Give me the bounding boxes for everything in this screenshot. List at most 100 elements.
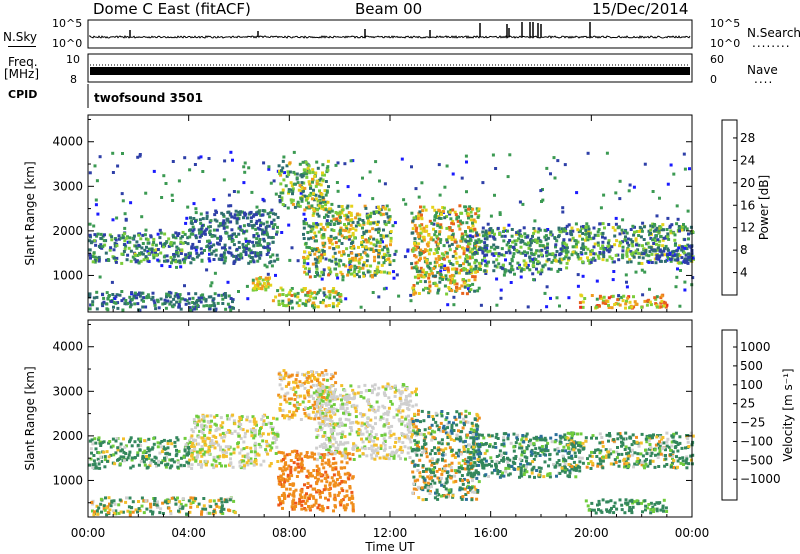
power-cell xyxy=(98,275,102,279)
power-cell xyxy=(326,214,330,218)
power-cell xyxy=(592,226,596,230)
power-cell xyxy=(397,294,401,298)
vel-cell xyxy=(382,448,386,452)
power-cell xyxy=(464,233,468,237)
vel-cell xyxy=(200,425,204,429)
power-cell xyxy=(595,297,599,301)
vel-cell xyxy=(310,379,314,383)
vel-cell xyxy=(352,458,356,461)
power-cell xyxy=(438,232,441,236)
power-cell xyxy=(625,253,629,256)
power-cell xyxy=(340,205,344,208)
vel-cell xyxy=(315,428,319,432)
power-cell xyxy=(478,264,482,268)
vel-cell xyxy=(334,388,337,392)
vel-cell xyxy=(254,462,258,466)
power-cell xyxy=(303,217,307,221)
vel-cell xyxy=(173,444,177,448)
power-cell xyxy=(377,249,381,253)
power-cell xyxy=(528,256,532,260)
power-cell xyxy=(604,299,608,303)
power-cell xyxy=(199,227,203,231)
vel-cell xyxy=(213,415,217,419)
power-cell xyxy=(321,243,325,247)
power-cell xyxy=(112,305,115,309)
vel-cell xyxy=(175,436,179,440)
vel-cell xyxy=(373,443,377,447)
power-cell xyxy=(422,288,425,292)
vel-cell xyxy=(331,407,335,410)
power-cell xyxy=(344,229,348,233)
power-cell xyxy=(291,189,295,193)
vel-cell xyxy=(261,423,265,427)
power-cell xyxy=(574,222,578,226)
vel-cell xyxy=(347,413,351,417)
vel-cell xyxy=(149,461,153,465)
power-cell xyxy=(358,267,362,270)
vel-cell xyxy=(124,500,128,504)
power-cell xyxy=(307,237,311,241)
power-cell xyxy=(442,253,446,257)
vel-cell xyxy=(182,464,186,468)
power-cell xyxy=(423,273,427,277)
vel-cell xyxy=(321,509,325,513)
vel-cell xyxy=(326,506,330,510)
vel-cell xyxy=(152,436,156,440)
vel-cell xyxy=(114,439,118,443)
power-cell xyxy=(97,255,101,259)
power-cell xyxy=(341,228,345,232)
vel-cell xyxy=(355,404,359,408)
power-cell xyxy=(91,303,95,307)
power-cell xyxy=(443,267,447,270)
power-cell xyxy=(662,249,666,253)
vel-cell xyxy=(303,373,306,377)
vel-cell xyxy=(233,429,237,433)
power-cell xyxy=(391,224,395,228)
vel-cell xyxy=(261,414,265,418)
vel-cell xyxy=(343,456,347,460)
vel-cell xyxy=(338,432,342,436)
vel-cell xyxy=(315,405,319,409)
power-cell xyxy=(462,249,466,253)
vel-cell xyxy=(233,422,237,426)
power-cell xyxy=(402,198,406,202)
power-cell xyxy=(581,237,584,241)
power-cell xyxy=(221,297,225,301)
power-cell xyxy=(138,153,142,156)
vel-cell xyxy=(286,473,290,477)
power-cell xyxy=(682,223,685,226)
vel-cell xyxy=(412,425,416,429)
vel-cell xyxy=(404,457,407,461)
vel-cell xyxy=(102,504,106,508)
vel-cell xyxy=(316,479,320,483)
power-cell xyxy=(485,235,489,239)
power-cell xyxy=(329,270,333,274)
vel-cell xyxy=(351,505,355,509)
power-cell xyxy=(194,211,198,215)
power-cell xyxy=(88,171,92,175)
power-cell xyxy=(477,238,481,242)
power-cell xyxy=(414,264,418,268)
vel-cell xyxy=(126,456,130,460)
power-cell xyxy=(494,251,498,255)
power-cell xyxy=(455,288,459,292)
vel-cell xyxy=(184,503,188,507)
vel-cell xyxy=(344,480,347,484)
power-cell xyxy=(381,205,385,209)
power-cell xyxy=(328,296,332,300)
power-cell xyxy=(638,225,642,229)
power-cell xyxy=(555,250,559,253)
power-cell xyxy=(178,259,182,263)
power-cell xyxy=(613,228,617,232)
vel-cell xyxy=(238,460,242,464)
vel-cell xyxy=(275,445,279,449)
power-cell xyxy=(369,241,373,245)
vel-cell xyxy=(225,414,229,418)
vel-cell xyxy=(335,478,339,481)
power-cell xyxy=(354,228,358,232)
vel-cell xyxy=(318,390,322,393)
vel-cell xyxy=(164,465,168,469)
power-cell xyxy=(143,233,147,237)
power-cell xyxy=(503,270,507,274)
power-cell xyxy=(419,257,422,261)
